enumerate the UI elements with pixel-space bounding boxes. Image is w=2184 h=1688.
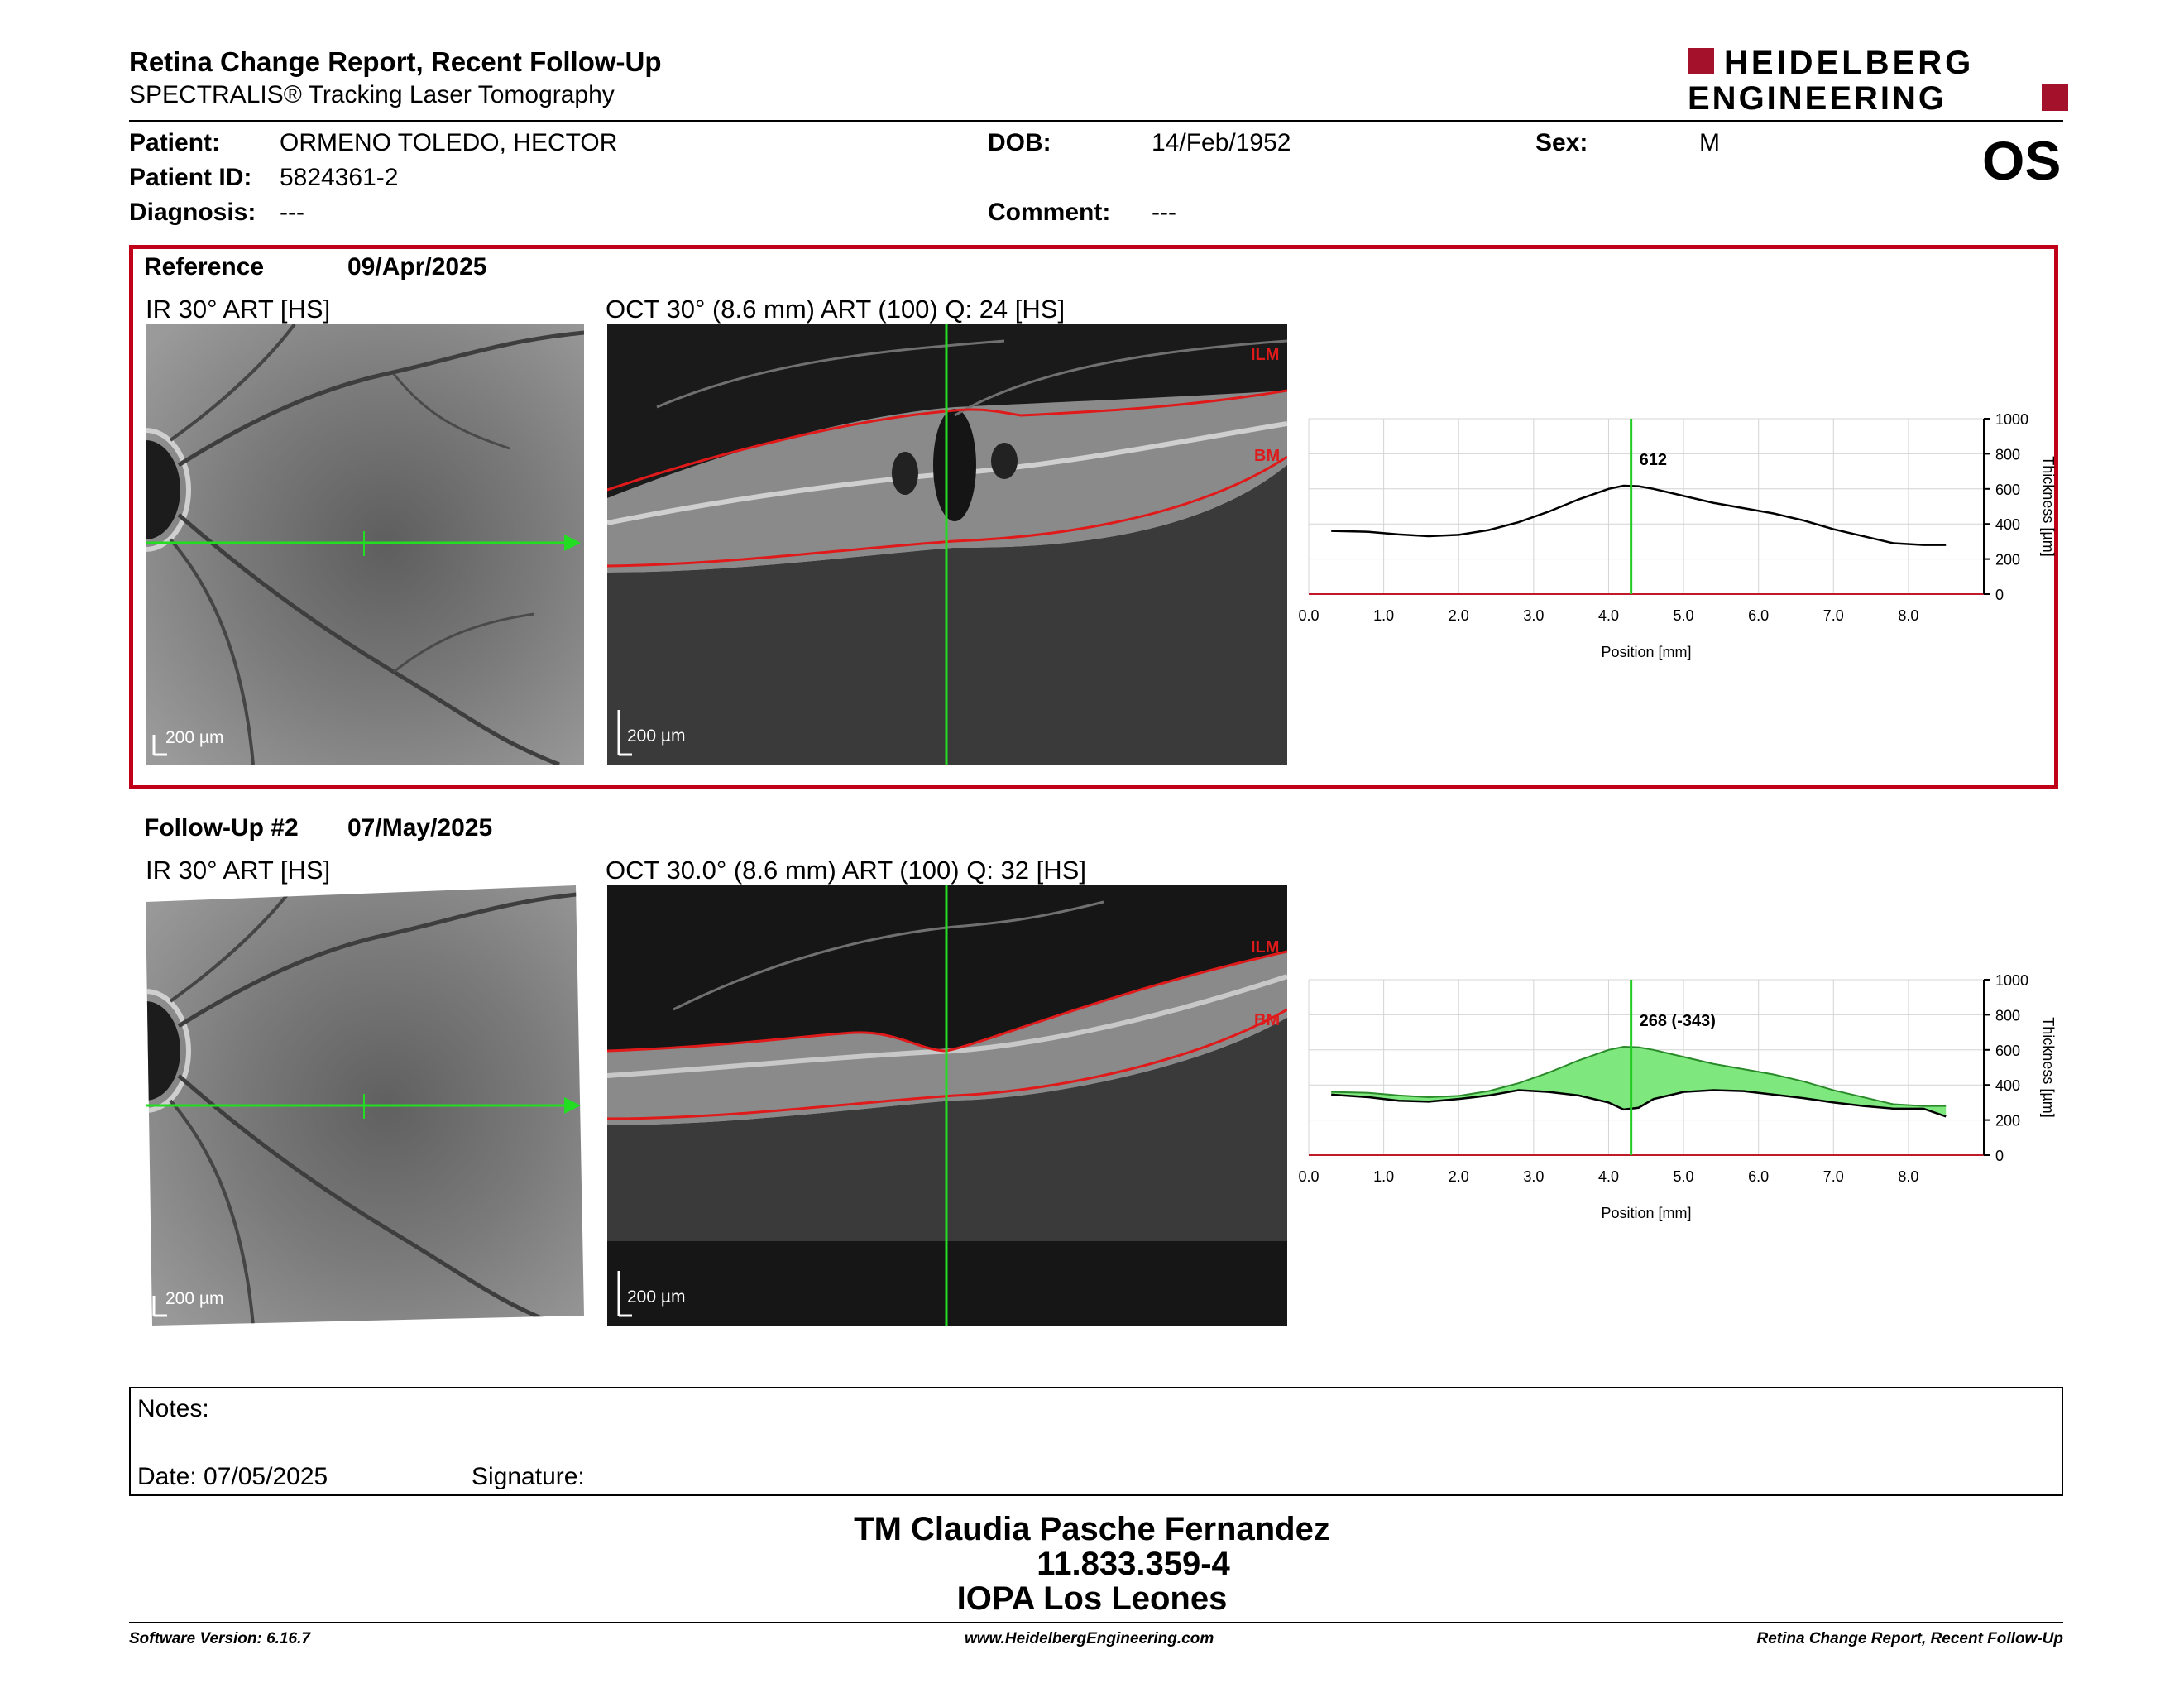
x-tick-label: 1.0 (1373, 1168, 1394, 1185)
dob-value: 14/Feb/1952 (1152, 129, 1291, 156)
heidelberg-logo: HEIDELBERG ENGINEERING (1688, 45, 2068, 117)
reference-date: 09/Apr/2025 (347, 253, 487, 281)
followup-ir-scale: 200 µm (165, 1289, 224, 1308)
signature-label: Signature: (472, 1463, 585, 1490)
dob-label: DOB: (988, 129, 1051, 156)
followup-oct-image[interactable] (607, 885, 1287, 1326)
logo-text-line2: ENGINEERING (1688, 80, 1947, 114)
y-tick-label: 400 (1995, 1077, 2020, 1094)
reference-thickness-line (1331, 1045, 1947, 1107)
report-subtitle: SPECTRALIS® Tracking Laser Tomography (129, 81, 615, 108)
followup-oct-caption: OCT 30.0° (8.6 mm) ART (100) Q: 32 [HS] (606, 856, 1086, 885)
y-tick-label: 1000 (1995, 411, 2028, 428)
x-tick-label: 1.0 (1373, 607, 1394, 624)
reference-ir-scale: 200 µm (165, 728, 224, 747)
sex-label: Sex: (1535, 129, 1588, 156)
followup-bm-label: BM (1254, 1011, 1281, 1029)
followup-date: 07/May/2025 (347, 814, 493, 842)
reference-ilm-label: ILM (1251, 346, 1280, 364)
x-tick-label: 8.0 (1898, 607, 1918, 624)
x-tick-label: 8.0 (1898, 1168, 1918, 1185)
report-title: Retina Change Report, Recent Follow-Up (129, 46, 662, 77)
signature-name: TM Claudia Pasche Fernandez (854, 1511, 1330, 1547)
x-tick-label: 7.0 (1823, 1168, 1844, 1185)
x-tick-label: 3.0 (1523, 607, 1544, 624)
signature-place: IOPA Los Leones (956, 1580, 1228, 1617)
followup-ilm-label: ILM (1251, 938, 1280, 957)
reference-thickness-chart: 0 200 400 600 800 1000 0.0 1.0 2.0 3.0 4.0 5.0 6.0 7.… (1298, 410, 2076, 683)
notes-label: Notes: (137, 1395, 209, 1422)
reference-bm-label: BM (1254, 447, 1281, 465)
y-tick-label: 800 (1995, 1007, 2020, 1024)
patient-id: 5824361-2 (280, 164, 399, 191)
reference-oct-image[interactable] (607, 324, 1287, 765)
x-tick-label: 0.0 (1299, 1168, 1320, 1185)
x-tick-label: 2.0 (1449, 607, 1469, 624)
patient-label: Patient: (129, 129, 221, 156)
y-axis-label: Thickness [µm] (2040, 1017, 2057, 1117)
followup-label: Follow-Up #2 (144, 814, 299, 842)
cursor-value-label: 268 (-343) (1640, 1012, 1716, 1030)
x-tick-label: 4.0 (1598, 607, 1619, 624)
followup-thickness-chart: 0 200 400 600 800 1000 0.0 1.0 2.0 3.0 4.0 5.0 6.0 7.… (1298, 971, 2076, 1244)
logo-text-line1: HEIDELBERG (1724, 46, 1974, 81)
y-tick-label: 800 (1995, 446, 2020, 463)
x-tick-label: 5.0 (1674, 1168, 1694, 1185)
x-tick-label: 7.0 (1823, 607, 1844, 624)
y-tick-label: 600 (1995, 1043, 2020, 1059)
y-tick-label: 1000 (1995, 972, 2028, 989)
diagnosis-value: --- (280, 199, 304, 226)
y-tick-label: 400 (1995, 516, 2020, 533)
patient-id-label: Patient ID: (129, 164, 252, 191)
reference-oct-scale: 200 µm (627, 727, 686, 746)
x-tick-label: 3.0 (1523, 1168, 1544, 1185)
logo-square-bottom (2042, 84, 2068, 111)
sex-value: M (1699, 129, 1720, 156)
x-tick-label: 2.0 (1449, 1168, 1469, 1185)
reference-thickness-svg: 0 200 400 600 800 1000 0.0 1.0 2.0 3.0 4.0 5.0 6.0 7.… (1298, 411, 2057, 660)
y-tick-label: 200 (1995, 552, 2020, 568)
diagnosis-label: Diagnosis: (129, 199, 256, 226)
signature-id: 11.833.359-4 (1037, 1546, 1230, 1582)
followup-thickness-svg: 0 200 400 600 800 1000 0.0 1.0 2.0 3.0 4.0 5.0 6.0 7.… (1298, 972, 2057, 1221)
footer-website-link[interactable]: www.HeidelbergEngineering.com (965, 1630, 1214, 1647)
thickness-line (1331, 484, 1947, 546)
patient-name: ORMENO TOLEDO, HECTOR (280, 129, 618, 156)
x-tick-label: 5.0 (1674, 607, 1694, 624)
x-tick-label: 4.0 (1598, 1168, 1619, 1185)
thickness-difference-area (1331, 1046, 1947, 1117)
x-tick-label: 0.0 (1299, 607, 1320, 624)
reference-box (129, 245, 2058, 789)
notes-box[interactable]: Notes: Date: 07/05/2025 Signature: (129, 1387, 2063, 1496)
x-axis-label: Position [mm] (1601, 644, 1691, 660)
followup-oct-scale: 200 µm (627, 1288, 686, 1307)
followup-ir-image[interactable] (146, 885, 584, 1326)
logo-square-top (1688, 48, 1714, 74)
x-tick-label: 6.0 (1748, 1168, 1769, 1185)
footer-software-version: Software Version: 6.16.7 (129, 1630, 310, 1647)
followup-ir-caption: IR 30° ART [HS] (146, 856, 331, 885)
y-tick-label: 600 (1995, 482, 2020, 498)
y-tick-label: 200 (1995, 1113, 2020, 1129)
footer-divider (129, 1622, 2063, 1623)
reference-ir-image[interactable] (146, 324, 584, 765)
comment-value: --- (1152, 199, 1176, 226)
x-tick-label: 6.0 (1748, 607, 1769, 624)
y-tick-label: 0 (1995, 587, 2004, 603)
reference-ir-caption: IR 30° ART [HS] (146, 295, 331, 324)
notes-date: Date: 07/05/2025 (137, 1463, 328, 1490)
header-divider (129, 120, 2063, 122)
cursor-value-label: 612 (1640, 451, 1667, 469)
eye-indicator: OS (1982, 130, 2062, 191)
x-axis-label: Position [mm] (1601, 1205, 1691, 1221)
reference-label: Reference (144, 253, 265, 281)
footer-report-name: Retina Change Report, Recent Follow-Up (1756, 1630, 2063, 1647)
y-axis-label: Thickness [µm] (2040, 456, 2057, 556)
followup-thickness-line (1331, 1089, 1947, 1118)
comment-label: Comment: (988, 199, 1111, 226)
y-tick-label: 0 (1995, 1148, 2004, 1164)
reference-oct-caption: OCT 30° (8.6 mm) ART (100) Q: 24 [HS] (606, 295, 1066, 324)
